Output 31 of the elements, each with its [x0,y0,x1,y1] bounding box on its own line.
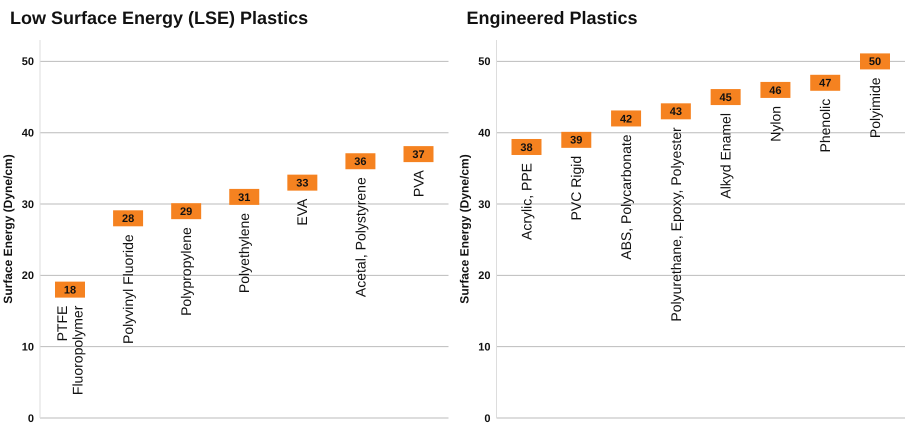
y-tick-label: 30 [22,198,34,211]
y-tick-label: 0 [484,412,490,425]
y-axis-title: Surface Energy (Dyne/cm) [1,154,15,304]
chart-title: Low Surface Energy (LSE) Plastics [10,8,308,28]
y-tick-label: 20 [478,270,490,282]
y-tick-label: 10 [22,342,34,354]
x-tick-label: ABS, Polycarbonate [618,134,634,260]
x-tick-label: Nylon [767,106,784,142]
x-tick-label: Acrylic, PPE [518,162,534,240]
x-tick-label: Polyethylene [236,212,252,294]
y-tick-label: 0 [28,412,34,425]
x-tick-label: PVA [410,169,426,198]
x-tick-label: PVC Rigid [568,156,584,220]
y-tick-label: 20 [22,270,34,282]
y-tick-label: 10 [478,342,490,354]
x-tick-label: Polypropylene [178,226,194,316]
y-tick-label: 30 [478,198,490,211]
y-tick-label: 50 [22,56,34,68]
y-tick-label: 50 [478,56,490,68]
y-tick-label: 40 [478,128,490,140]
x-tick-label: Polyurethane, Epoxy, Polyester [668,126,684,322]
x-tick-label: Polyimide [866,77,883,138]
y-axis-title: Surface Energy (Dyne/cm) [458,154,472,304]
chart-title: Engineered Plastics [466,8,638,28]
x-tick-label: Acetal, Polystyrene [352,177,368,298]
y-tick-label: 40 [22,128,34,140]
x-tick-label: Polyvinyl Fluoride [120,234,136,344]
x-tick-label: EVA [294,198,310,226]
x-tick-label: Alkyd Enamel [718,113,734,199]
x-tick-label: PTFE Fluoropolymer [54,305,86,396]
x-tick-label: Phenolic [817,98,834,152]
